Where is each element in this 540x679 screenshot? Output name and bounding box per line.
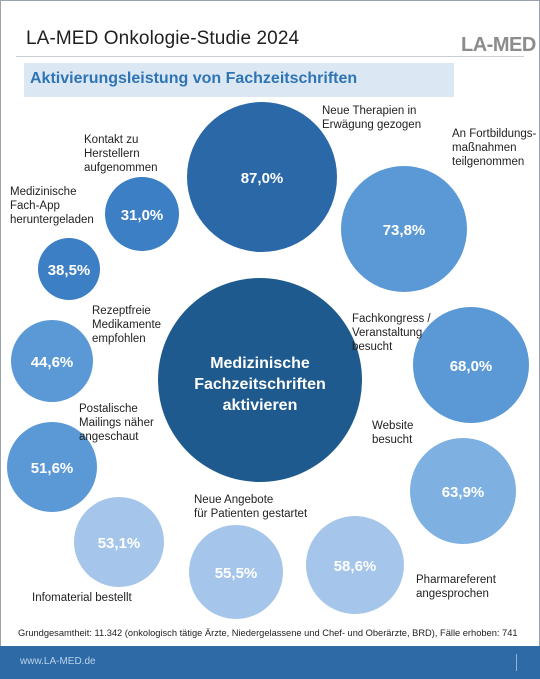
bubble-label-line: besucht — [372, 434, 413, 446]
bubble-value: 87,0% — [241, 170, 284, 187]
bubble-label: Neue Therapien in Erwägung gezogen — [322, 105, 421, 131]
bubble-value: 51,6% — [31, 460, 74, 477]
bubble-label-line: angesprochen — [416, 588, 489, 600]
bubble-label: Pharmareferent angesprochen — [416, 574, 497, 600]
bubble — [105, 177, 179, 251]
bubble-label: An Fortbildungs-maßnahmen teilgenommen — [452, 128, 537, 168]
bubble-label-line: Neue Angebote — [194, 494, 273, 506]
bubble-label-line: empfohlen — [92, 333, 146, 345]
bubble-value: 38,5% — [48, 262, 91, 279]
bubble — [341, 166, 467, 292]
page-title: LA-MED Onkologie-Studie 2024 — [26, 28, 300, 49]
bubble-value: 44,6% — [31, 354, 74, 371]
bubble-label: Infomaterial bestellt — [32, 592, 133, 604]
bubble-label-line: Mailings näher — [79, 417, 154, 429]
bubble — [11, 320, 93, 402]
bubble-label-line: Website — [372, 420, 413, 432]
bubble-label-line: Veranstaltung — [352, 327, 422, 339]
bubble-label-line: teilgenommen — [452, 156, 524, 168]
bubble-label-line: Erwägung gezogen — [322, 119, 421, 131]
bubble-value: 73,8% — [383, 222, 426, 239]
bubble-label-line: Infomaterial bestellt — [32, 592, 133, 604]
bubble-label: Website besucht — [372, 420, 413, 446]
bubble-label-line: besucht — [352, 341, 393, 353]
bubble-label-line: Herstellern — [84, 148, 140, 160]
bubble — [306, 516, 404, 614]
bubble-value: 53,1% — [98, 535, 141, 552]
bubble — [7, 422, 97, 512]
bubble-value: 55,5% — [215, 565, 258, 582]
center-label-line: Fachzeitschriften — [194, 376, 326, 393]
bubble-label: Rezeptfreie Medikamente empfohlen — [92, 305, 161, 345]
bubble — [38, 238, 100, 300]
bubble — [413, 307, 529, 423]
center-bubble — [158, 278, 362, 482]
subtitle-banner: Aktivierungsleistung von Fachzeitschrift… — [24, 63, 454, 97]
bubble-label-line: aufgenommen — [84, 162, 158, 174]
footer-bar: www.LA-MED.de — [0, 646, 540, 679]
bubble-value: 31,0% — [121, 207, 164, 224]
bubble — [189, 525, 283, 619]
center-label: Medizinische Fachzeitschriften aktivieren — [194, 355, 326, 414]
bubble-label-line: angeschaut — [79, 431, 139, 443]
bubble-label-line: Kontakt zu — [84, 134, 138, 146]
bubble-label: Medizinische Fach-App heruntergeladen — [10, 186, 94, 226]
bubble-label-line: Pharmareferent — [416, 574, 497, 586]
bubble-label: Fachkongress / Veranstaltung besucht — [352, 313, 431, 353]
sample-footnote: Grundgesamtheit: 11.342 (onkologisch tät… — [18, 628, 518, 638]
footer-divider — [516, 654, 517, 671]
bubble — [74, 497, 164, 587]
bubble-label-line: Rezeptfreie — [92, 305, 151, 317]
bubble-value: 63,9% — [442, 484, 485, 501]
bubble-label: Kontakt zu Herstellern aufgenommen — [84, 134, 158, 174]
bubble-label-line: für Patienten gestartet — [194, 508, 308, 520]
bubble — [410, 438, 516, 544]
bubble-value: 58,6% — [334, 558, 377, 575]
la-med-logo: LA-MED — [461, 34, 536, 56]
chart-subtitle: Aktivierungsleistung von Fachzeitschrift… — [30, 70, 358, 87]
bubble-label: Postalische Mailings näher angeschaut — [79, 403, 154, 443]
center-label-line: aktivieren — [223, 397, 298, 414]
title-divider — [16, 56, 524, 57]
bubble-label-line: Fach-App — [10, 200, 60, 212]
bubble-value: 68,0% — [450, 358, 493, 375]
bubble-label-line: Medikamente — [92, 319, 161, 331]
bubble-label-line: Neue Therapien in — [322, 105, 416, 117]
bubble-label-line: maßnahmen — [452, 142, 517, 154]
bubble-label: Neue Angebote für Patienten gestartet — [194, 494, 308, 520]
footer-url[interactable]: www.LA-MED.de — [20, 656, 96, 667]
bubble-label-line: An Fortbildungs- — [452, 128, 537, 140]
bubble-label-line: Postalische — [79, 403, 138, 415]
bubble — [187, 102, 337, 252]
bubble-label-line: Medizinische — [10, 186, 76, 198]
bubble-label-line: Fachkongress / — [352, 313, 431, 325]
bubble-label-line: heruntergeladen — [10, 214, 94, 226]
center-label-line: Medizinische — [210, 355, 310, 372]
